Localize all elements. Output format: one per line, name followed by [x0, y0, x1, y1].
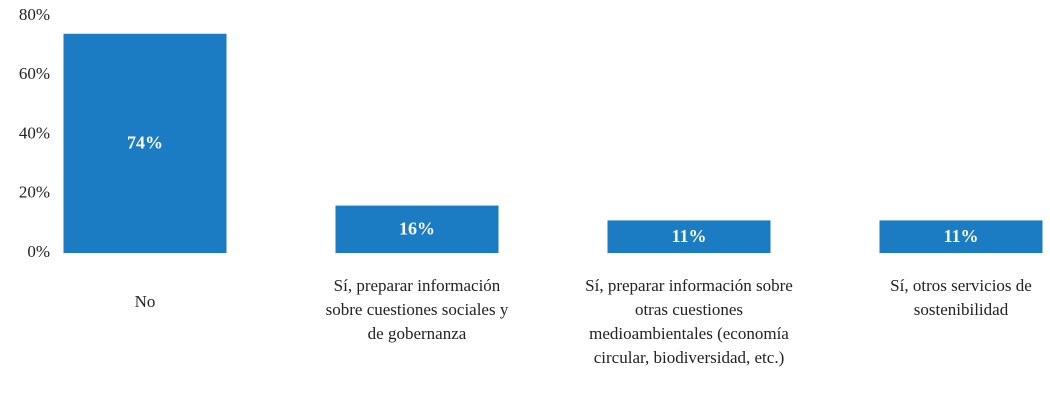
- value-label: 11%: [671, 226, 706, 246]
- y-tick-label: 20%: [19, 183, 50, 202]
- x-tick-label: No: [134, 292, 156, 311]
- bar: [607, 220, 771, 253]
- y-tick-label: 0%: [27, 242, 50, 261]
- value-label: 74%: [127, 133, 163, 153]
- bar: [63, 33, 227, 254]
- y-tick-label: 40%: [19, 123, 50, 142]
- y-tick-label: 80%: [19, 5, 50, 24]
- y-tick-label: 60%: [19, 64, 50, 83]
- x-tick-label: Sí, preparar información sobre otras cue…: [585, 276, 793, 367]
- bar: [879, 220, 1043, 253]
- value-label: 11%: [943, 226, 978, 246]
- bar: [335, 205, 499, 253]
- x-tick-label: Sí, preparar información sobre cuestione…: [325, 276, 509, 343]
- value-label: 16%: [399, 218, 435, 238]
- x-tick-label: Sí, otros servicios de sostenibilidad: [890, 276, 1032, 319]
